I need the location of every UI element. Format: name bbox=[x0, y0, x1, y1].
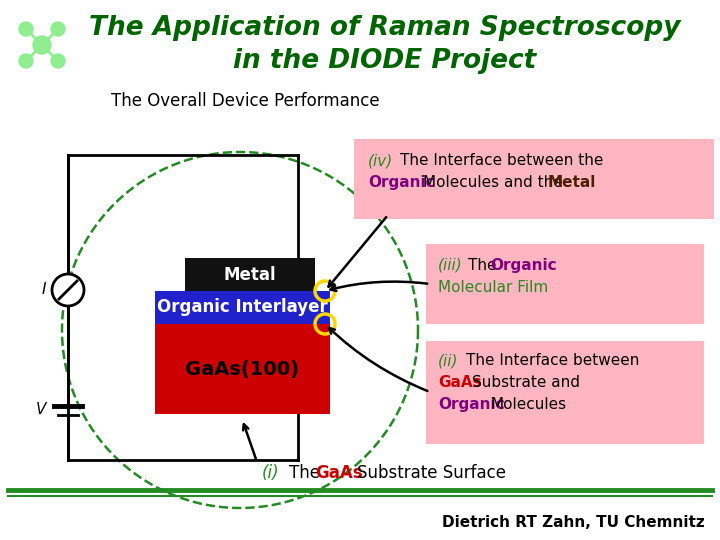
Text: in the DIODE Project: in the DIODE Project bbox=[233, 48, 536, 74]
Text: Substrate and: Substrate and bbox=[472, 375, 580, 390]
FancyBboxPatch shape bbox=[155, 324, 330, 414]
Text: The Application of Raman Spectroscopy: The Application of Raman Spectroscopy bbox=[89, 15, 680, 41]
Circle shape bbox=[51, 22, 65, 36]
FancyBboxPatch shape bbox=[185, 258, 315, 291]
Text: Organic: Organic bbox=[490, 258, 557, 273]
Text: Organic: Organic bbox=[368, 175, 435, 190]
Text: Dietrich RT Zahn, TU Chemnitz: Dietrich RT Zahn, TU Chemnitz bbox=[442, 515, 705, 530]
Text: Metal: Metal bbox=[548, 175, 596, 190]
Text: Metal: Metal bbox=[224, 266, 276, 284]
Text: Molecular Film: Molecular Film bbox=[438, 280, 548, 295]
Circle shape bbox=[33, 36, 51, 54]
Text: Molecules and the: Molecules and the bbox=[423, 175, 563, 190]
Text: (iv): (iv) bbox=[368, 153, 393, 168]
FancyBboxPatch shape bbox=[426, 341, 704, 444]
Text: Organic: Organic bbox=[438, 397, 505, 412]
Text: GaAs(100): GaAs(100) bbox=[186, 360, 300, 379]
FancyBboxPatch shape bbox=[354, 139, 714, 219]
Text: (ii): (ii) bbox=[438, 353, 459, 368]
Circle shape bbox=[19, 22, 33, 36]
FancyBboxPatch shape bbox=[426, 244, 704, 324]
Text: The Overall Device Performance: The Overall Device Performance bbox=[111, 92, 379, 110]
Circle shape bbox=[51, 54, 65, 68]
Text: GaAs: GaAs bbox=[438, 375, 482, 390]
Text: The: The bbox=[289, 464, 320, 482]
Text: The Interface between: The Interface between bbox=[466, 353, 639, 368]
Text: The Interface between the: The Interface between the bbox=[400, 153, 603, 168]
Text: Organic Interlayer: Organic Interlayer bbox=[157, 299, 328, 316]
Text: The: The bbox=[468, 258, 497, 273]
Circle shape bbox=[19, 54, 33, 68]
Text: (i): (i) bbox=[262, 464, 279, 482]
FancyBboxPatch shape bbox=[155, 291, 330, 324]
Text: Molecules: Molecules bbox=[490, 397, 566, 412]
Circle shape bbox=[52, 274, 84, 306]
Text: I: I bbox=[42, 282, 46, 298]
Text: Substrate Surface: Substrate Surface bbox=[357, 464, 506, 482]
Text: V: V bbox=[35, 402, 46, 417]
Text: GaAs: GaAs bbox=[315, 464, 363, 482]
Text: (iii): (iii) bbox=[438, 258, 463, 273]
